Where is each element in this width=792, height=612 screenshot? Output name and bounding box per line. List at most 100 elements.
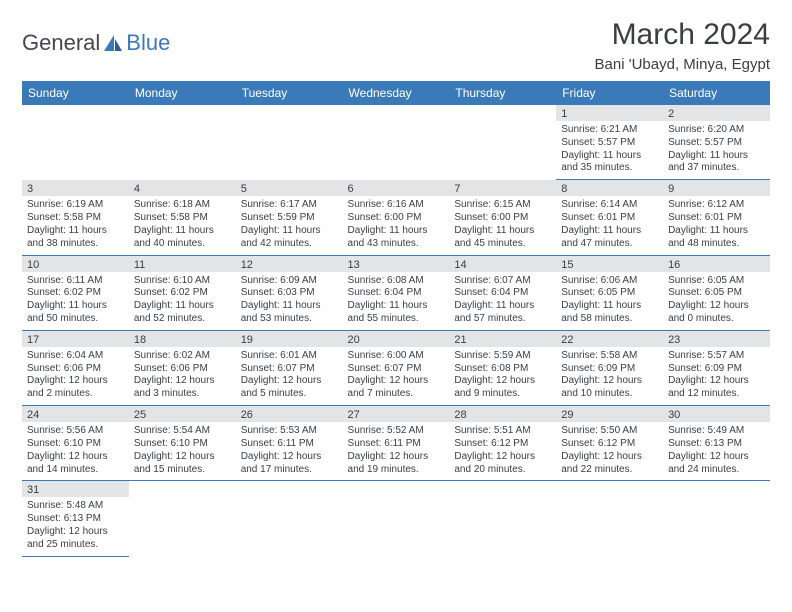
day1-line: Daylight: 12 hours [454,451,551,464]
day-cell: Sunrise: 5:57 AMSunset: 6:09 PMDaylight:… [663,347,770,406]
title-block: March 2024 Bani 'Ubayd, Minya, Egypt [595,18,770,73]
empty-cell [236,105,343,121]
empty-cell [236,121,343,180]
sunrise-line: Sunrise: 6:17 AM [241,199,338,212]
day2-line: and 38 minutes. [27,238,124,251]
empty-cell [129,121,236,180]
day-cell: Sunrise: 6:01 AMSunset: 6:07 PMDaylight:… [236,347,343,406]
day2-line: and 48 minutes. [668,238,765,251]
day2-line: and 10 minutes. [561,388,658,401]
sunset-line: Sunset: 6:11 PM [241,438,338,451]
day2-line: and 57 minutes. [454,313,551,326]
week-row: Sunrise: 6:11 AMSunset: 6:02 PMDaylight:… [22,272,770,331]
daynum-row: 10111213141516 [22,255,770,272]
day-number: 30 [663,406,770,423]
day-cell: Sunrise: 5:58 AMSunset: 6:09 PMDaylight:… [556,347,663,406]
day2-line: and 50 minutes. [27,313,124,326]
week-row: Sunrise: 6:21 AMSunset: 5:57 PMDaylight:… [22,121,770,180]
day-cell: Sunrise: 6:06 AMSunset: 6:05 PMDaylight:… [556,272,663,331]
day-number: 31 [22,481,129,498]
header: General Blue March 2024 Bani 'Ubayd, Min… [22,18,770,73]
empty-cell [556,497,663,556]
day-number: 13 [343,255,450,272]
calendar-table: SundayMondayTuesdayWednesdayThursdayFrid… [22,81,770,557]
day2-line: and 52 minutes. [134,313,231,326]
day-number: 27 [343,406,450,423]
sunset-line: Sunset: 6:09 PM [668,363,765,376]
day-cell: Sunrise: 6:11 AMSunset: 6:02 PMDaylight:… [22,272,129,331]
day-number: 9 [663,180,770,197]
day2-line: and 40 minutes. [134,238,231,251]
empty-cell [343,481,450,498]
day-cell: Sunrise: 6:08 AMSunset: 6:04 PMDaylight:… [343,272,450,331]
day-cell: Sunrise: 5:52 AMSunset: 6:11 PMDaylight:… [343,422,450,481]
day-number: 23 [663,330,770,347]
day-number: 26 [236,406,343,423]
empty-cell [22,121,129,180]
day-cell: Sunrise: 5:48 AMSunset: 6:13 PMDaylight:… [22,497,129,556]
sunrise-line: Sunrise: 5:58 AM [561,350,658,363]
day1-line: Daylight: 11 hours [241,300,338,313]
day-cell: Sunrise: 5:51 AMSunset: 6:12 PMDaylight:… [449,422,556,481]
sunrise-line: Sunrise: 5:51 AM [454,425,551,438]
day-cell: Sunrise: 6:04 AMSunset: 6:06 PMDaylight:… [22,347,129,406]
sunset-line: Sunset: 5:58 PM [134,212,231,225]
day-header-row: SundayMondayTuesdayWednesdayThursdayFrid… [22,81,770,105]
sunset-line: Sunset: 6:01 PM [561,212,658,225]
day-cell: Sunrise: 6:16 AMSunset: 6:00 PMDaylight:… [343,196,450,255]
sail-icon [102,33,124,53]
day-cell: Sunrise: 5:49 AMSunset: 6:13 PMDaylight:… [663,422,770,481]
day-number: 1 [556,105,663,121]
sunset-line: Sunset: 6:00 PM [348,212,445,225]
sunrise-line: Sunrise: 5:49 AM [668,425,765,438]
sunrise-line: Sunrise: 6:18 AM [134,199,231,212]
day2-line: and 47 minutes. [561,238,658,251]
sunrise-line: Sunrise: 6:04 AM [27,350,124,363]
sunrise-line: Sunrise: 6:02 AM [134,350,231,363]
empty-cell [129,481,236,498]
day-number: 19 [236,330,343,347]
sunrise-line: Sunrise: 6:06 AM [561,275,658,288]
day2-line: and 43 minutes. [348,238,445,251]
empty-cell [449,481,556,498]
sunset-line: Sunset: 6:03 PM [241,287,338,300]
logo-text-general: General [22,30,100,56]
sunrise-line: Sunrise: 6:07 AM [454,275,551,288]
day1-line: Daylight: 11 hours [134,300,231,313]
sunset-line: Sunset: 5:57 PM [668,137,765,150]
day-number: 24 [22,406,129,423]
sunset-line: Sunset: 6:08 PM [454,363,551,376]
day-cell: Sunrise: 5:50 AMSunset: 6:12 PMDaylight:… [556,422,663,481]
sunrise-line: Sunrise: 6:21 AM [561,124,658,137]
day-number: 28 [449,406,556,423]
empty-cell [449,105,556,121]
sunrise-line: Sunrise: 6:16 AM [348,199,445,212]
day1-line: Daylight: 12 hours [241,375,338,388]
day-cell: Sunrise: 6:09 AMSunset: 6:03 PMDaylight:… [236,272,343,331]
sunset-line: Sunset: 6:11 PM [348,438,445,451]
day2-line: and 22 minutes. [561,464,658,477]
day-cell: Sunrise: 5:54 AMSunset: 6:10 PMDaylight:… [129,422,236,481]
sunrise-line: Sunrise: 5:56 AM [27,425,124,438]
week-row: Sunrise: 5:48 AMSunset: 6:13 PMDaylight:… [22,497,770,556]
day-number: 15 [556,255,663,272]
day2-line: and 3 minutes. [134,388,231,401]
day1-line: Daylight: 11 hours [27,225,124,238]
sunrise-line: Sunrise: 5:54 AM [134,425,231,438]
day2-line: and 19 minutes. [348,464,445,477]
empty-cell [343,497,450,556]
location: Bani 'Ubayd, Minya, Egypt [595,56,770,73]
daynum-row: 17181920212223 [22,330,770,347]
sunrise-line: Sunrise: 6:20 AM [668,124,765,137]
day2-line: and 17 minutes. [241,464,338,477]
day-cell: Sunrise: 6:02 AMSunset: 6:06 PMDaylight:… [129,347,236,406]
day2-line: and 55 minutes. [348,313,445,326]
daynum-row: 24252627282930 [22,406,770,423]
day-number: 7 [449,180,556,197]
day-cell: Sunrise: 6:15 AMSunset: 6:00 PMDaylight:… [449,196,556,255]
day2-line: and 42 minutes. [241,238,338,251]
day-header: Wednesday [343,81,450,105]
day1-line: Daylight: 12 hours [668,300,765,313]
day1-line: Daylight: 11 hours [241,225,338,238]
day-cell: Sunrise: 5:59 AMSunset: 6:08 PMDaylight:… [449,347,556,406]
